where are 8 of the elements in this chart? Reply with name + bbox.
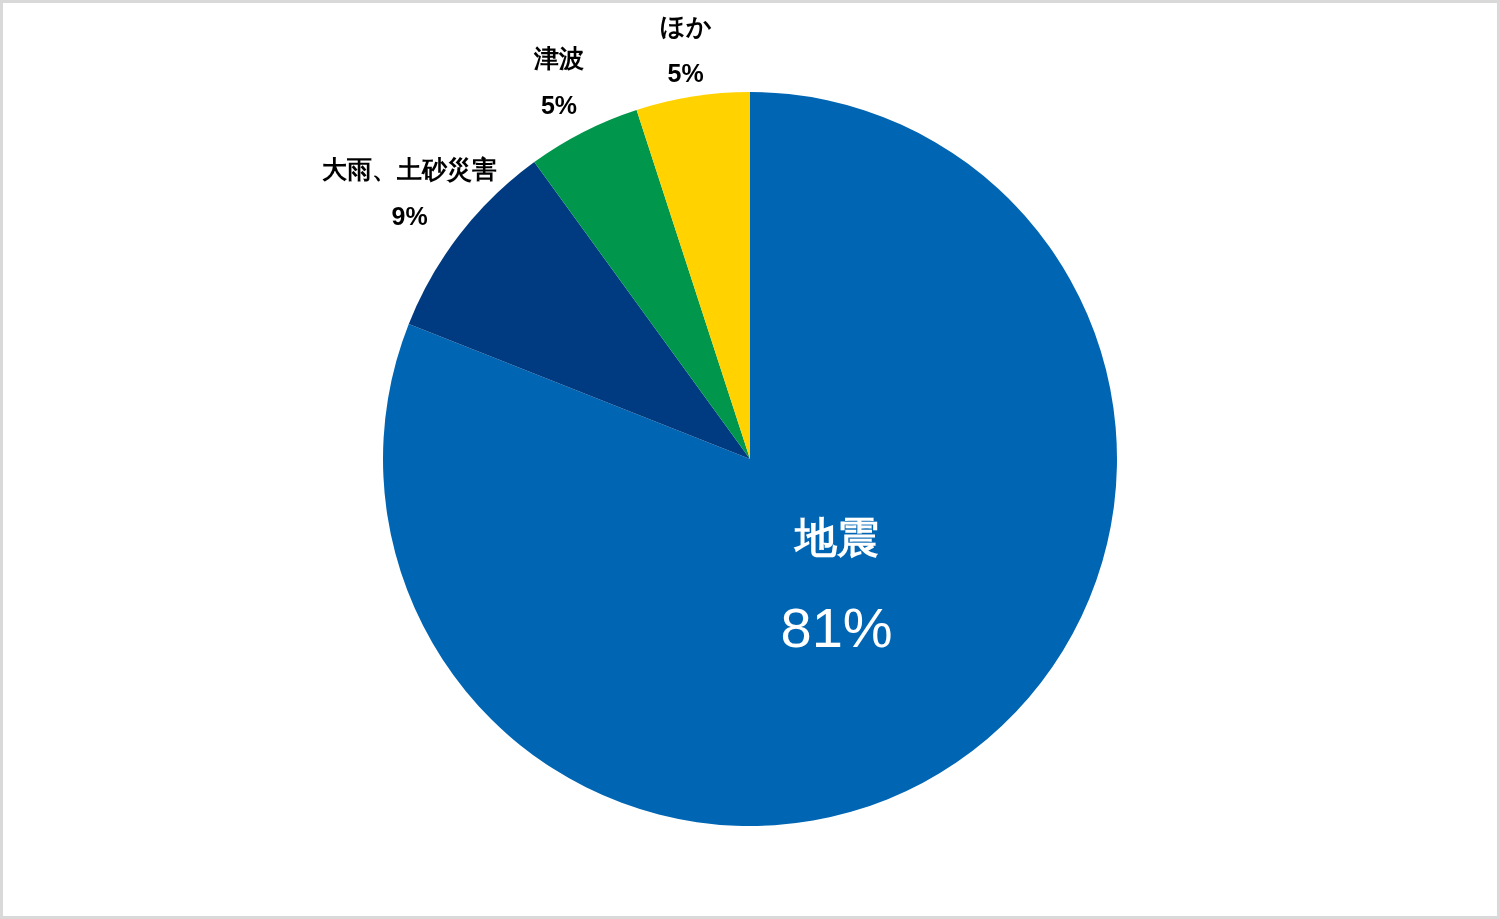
data-label: 5% — [667, 59, 704, 88]
slice-label: ほか — [659, 12, 712, 41]
data-label: 81% — [780, 596, 893, 660]
data-label: 9% — [391, 202, 428, 231]
slice-label: 大雨、土砂災害 — [322, 155, 498, 184]
data-label: 5% — [540, 91, 578, 120]
slice-label: 地震 — [792, 513, 879, 561]
slice-label: 津波 — [533, 44, 585, 73]
